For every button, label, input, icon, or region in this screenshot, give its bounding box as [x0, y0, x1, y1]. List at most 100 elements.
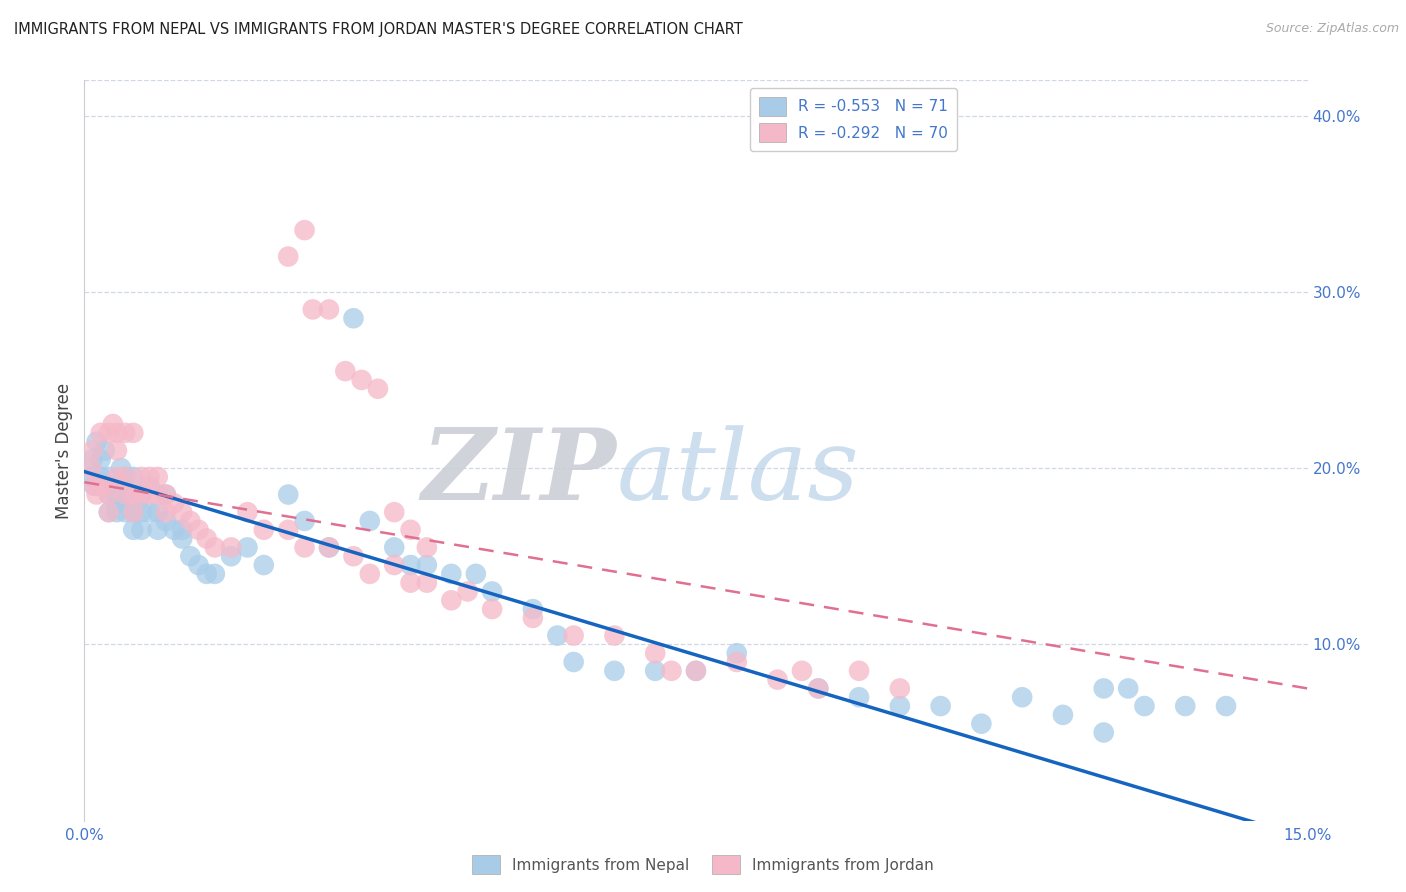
Point [219, 549, 242, 564]
Point [522, 602, 544, 616]
Point [97, 505, 120, 519]
Text: IMMIGRANTS FROM NEPAL VS IMMIGRANTS FROM JORDAN MASTER'S DEGREE CORRELATION CHAR: IMMIGRANTS FROM NEPAL VS IMMIGRANTS FROM… [14, 22, 742, 37]
Point [644, 664, 666, 678]
Y-axis label: Master's Degree: Master's Degree [55, 383, 73, 518]
Point [97, 487, 120, 501]
Point [90, 479, 112, 493]
Point [187, 523, 209, 537]
Point [562, 655, 585, 669]
Point [848, 664, 870, 678]
Point [122, 487, 145, 501]
Point [464, 566, 486, 581]
Point [562, 628, 585, 642]
Point [416, 575, 439, 590]
Point [97, 505, 120, 519]
Point [725, 646, 748, 660]
Point [105, 470, 128, 484]
Point [1092, 725, 1115, 739]
Point [195, 566, 218, 581]
Legend: R = -0.553   N = 71, R = -0.292   N = 70: R = -0.553 N = 71, R = -0.292 N = 70 [749, 88, 957, 151]
Point [172, 532, 194, 546]
Point [1092, 681, 1115, 696]
Point [90, 452, 112, 467]
Point [155, 514, 177, 528]
Point [219, 541, 242, 555]
Point [294, 514, 316, 528]
Point [110, 461, 132, 475]
Point [294, 541, 316, 555]
Point [399, 523, 422, 537]
Point [146, 487, 169, 501]
Point [318, 302, 340, 317]
Point [277, 487, 299, 501]
Point [970, 716, 993, 731]
Point [342, 311, 364, 326]
Point [522, 611, 544, 625]
Point [138, 470, 160, 484]
Point [644, 646, 666, 660]
Point [889, 699, 911, 714]
Point [335, 364, 357, 378]
Legend: Immigrants from Nepal, Immigrants from Jordan: Immigrants from Nepal, Immigrants from J… [467, 849, 939, 880]
Point [93, 443, 115, 458]
Point [131, 505, 153, 519]
Point [766, 673, 789, 687]
Point [131, 523, 153, 537]
Point [131, 487, 153, 501]
Point [114, 487, 136, 501]
Point [457, 584, 479, 599]
Point [105, 505, 128, 519]
Point [105, 425, 128, 440]
Text: atlas: atlas [616, 425, 859, 520]
Point [105, 443, 128, 458]
Point [603, 628, 626, 642]
Point [82, 443, 104, 458]
Point [93, 479, 115, 493]
Point [97, 470, 120, 484]
Point [1174, 699, 1197, 714]
Point [90, 425, 112, 440]
Point [416, 541, 439, 555]
Point [1133, 699, 1156, 714]
Point [440, 593, 463, 607]
Point [1116, 681, 1139, 696]
Point [301, 302, 323, 317]
Point [481, 602, 503, 616]
Point [105, 487, 128, 501]
Point [848, 690, 870, 705]
Point [138, 479, 160, 493]
Point [204, 566, 226, 581]
Point [114, 470, 136, 484]
Point [382, 505, 405, 519]
Point [236, 541, 259, 555]
Point [146, 523, 169, 537]
Point [86, 434, 108, 449]
Point [172, 523, 194, 537]
Point [440, 566, 463, 581]
Point [1052, 707, 1074, 722]
Point [253, 523, 276, 537]
Point [122, 505, 145, 519]
Point [101, 417, 124, 431]
Point [114, 505, 136, 519]
Point [399, 558, 422, 572]
Point [359, 514, 381, 528]
Point [122, 523, 145, 537]
Point [138, 505, 160, 519]
Point [80, 470, 103, 484]
Point [294, 223, 316, 237]
Point [1215, 699, 1237, 714]
Point [179, 514, 201, 528]
Point [807, 681, 830, 696]
Point [105, 496, 128, 510]
Point [80, 461, 103, 475]
Point [114, 425, 136, 440]
Point [155, 505, 177, 519]
Point [83, 479, 105, 493]
Point [131, 487, 153, 501]
Point [86, 487, 108, 501]
Point [277, 250, 299, 264]
Point [807, 681, 830, 696]
Point [603, 664, 626, 678]
Point [685, 664, 707, 678]
